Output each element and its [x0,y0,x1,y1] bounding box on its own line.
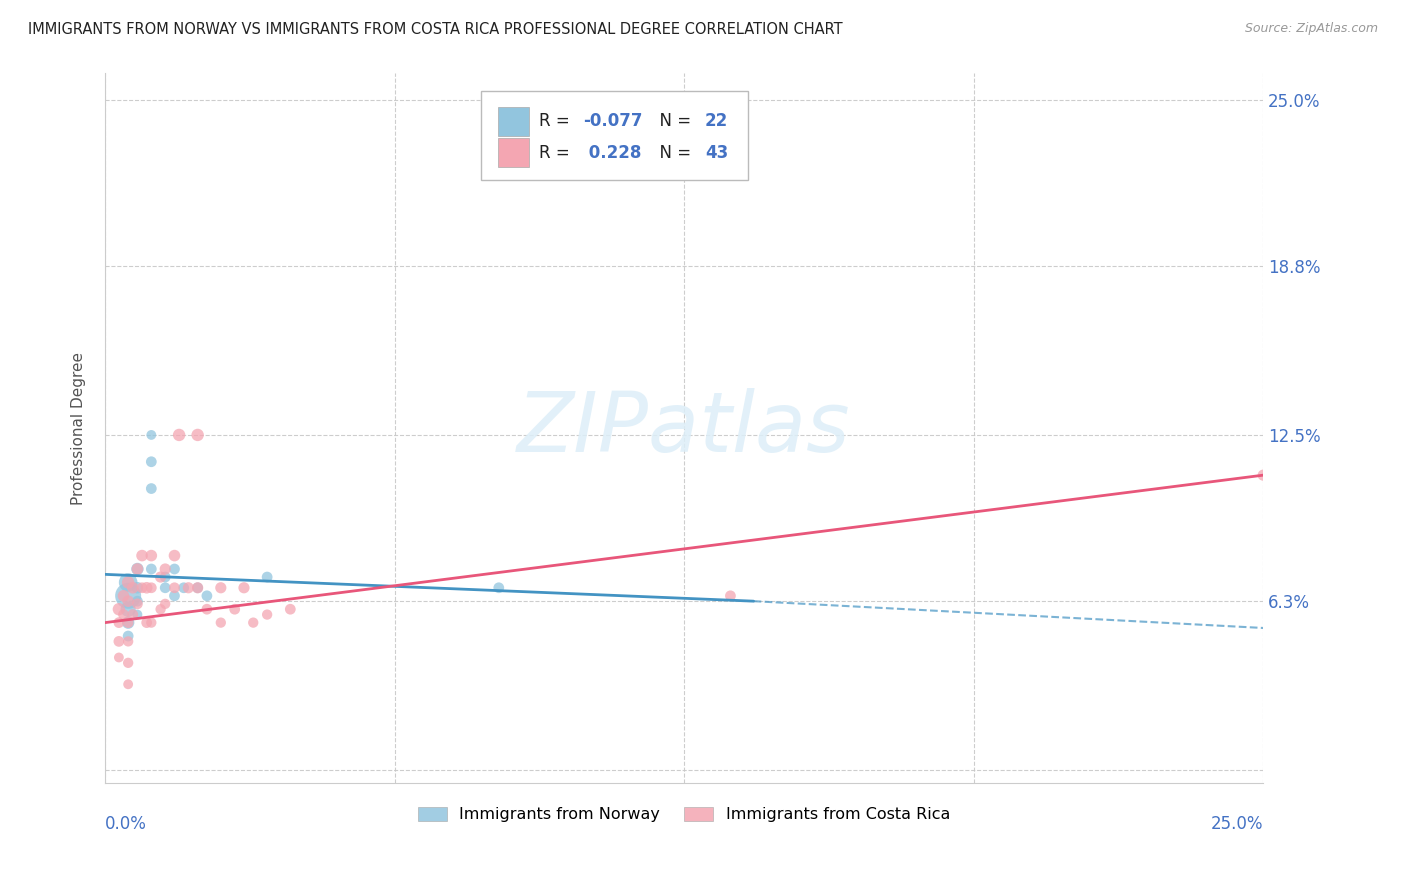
FancyBboxPatch shape [481,91,748,179]
Text: IMMIGRANTS FROM NORWAY VS IMMIGRANTS FROM COSTA RICA PROFESSIONAL DEGREE CORRELA: IMMIGRANTS FROM NORWAY VS IMMIGRANTS FRO… [28,22,842,37]
Text: 43: 43 [704,144,728,161]
Point [141,455,163,469]
Point [720,589,742,603]
Point [117,602,139,616]
Point [127,607,149,622]
Point [141,428,163,442]
Point [149,570,172,584]
Point [141,615,163,630]
Point [117,634,139,648]
Text: -0.077: -0.077 [583,112,643,130]
Point [131,581,153,595]
Point [488,581,510,595]
Y-axis label: Professional Degree: Professional Degree [72,351,86,505]
Point [1251,468,1274,483]
Point [242,615,264,630]
Point [112,607,135,622]
Point [209,615,232,630]
Point [209,581,232,595]
Point [108,650,131,665]
Point [135,581,157,595]
Point [187,581,209,595]
Point [141,562,163,576]
Point [173,581,195,595]
Point [117,615,139,630]
Point [163,581,186,595]
FancyBboxPatch shape [498,107,529,136]
Point [224,602,246,616]
Point [195,589,218,603]
Point [163,562,186,576]
Point [256,607,278,622]
Point [187,581,209,595]
Legend: Immigrants from Norway, Immigrants from Costa Rica: Immigrants from Norway, Immigrants from … [412,800,956,829]
Point [117,575,139,590]
Point [112,589,135,603]
Point [117,629,139,643]
Point [141,549,163,563]
FancyBboxPatch shape [498,138,529,167]
Point [167,428,190,442]
Point [127,562,149,576]
Point [163,549,186,563]
Point [108,602,131,616]
Point [108,634,131,648]
Point [127,597,149,611]
Point [131,549,153,563]
Text: N =: N = [650,144,697,161]
Text: 0.228: 0.228 [583,144,641,161]
Text: N =: N = [650,112,697,130]
Point [155,597,177,611]
Point [117,575,139,590]
Text: 0.0%: 0.0% [105,815,146,833]
Text: 22: 22 [704,112,728,130]
Point [155,562,177,576]
Point [149,602,172,616]
Point [141,482,163,496]
Text: 25.0%: 25.0% [1211,815,1263,833]
Point [233,581,256,595]
Point [256,570,278,584]
Point [117,656,139,670]
Point [117,677,139,691]
Point [141,581,163,595]
Point [177,581,200,595]
Point [117,615,139,630]
Point [278,602,301,616]
Point [117,594,139,608]
Point [163,589,186,603]
Point [195,602,218,616]
Point [187,428,209,442]
Point [155,570,177,584]
Point [127,562,149,576]
Text: R =: R = [540,144,575,161]
Text: ZIPatlas: ZIPatlas [517,388,851,468]
Point [135,615,157,630]
Point [121,581,143,595]
Point [155,581,177,595]
Text: Source: ZipAtlas.com: Source: ZipAtlas.com [1244,22,1378,36]
Point [121,607,143,622]
Point [117,589,139,603]
Point [127,581,149,595]
Point [127,594,149,608]
Point [108,615,131,630]
Text: R =: R = [540,112,575,130]
